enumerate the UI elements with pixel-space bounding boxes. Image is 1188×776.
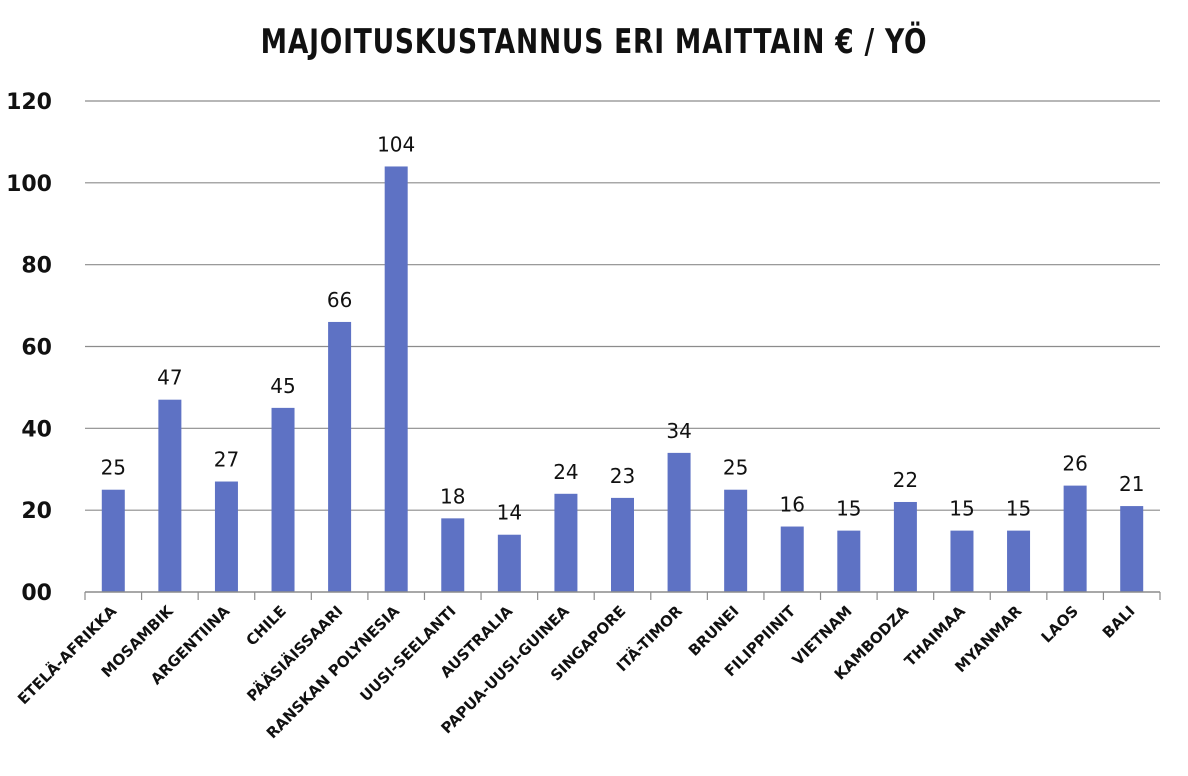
x-tick-label: ETELÄ-AFRIKKA xyxy=(13,601,120,708)
data-labels: 25 47 27 45 66 104 18 14 24 23 34 25 16 15 22 15 15 26 21 xyxy=(101,132,1145,524)
x-tick-label: CHILE xyxy=(243,602,290,649)
chart-title: MAJOITUSKUSTANNUS ERI MAITTAIN € / YÖ xyxy=(260,22,928,62)
data-label: 15 xyxy=(949,497,974,521)
data-label: 27 xyxy=(214,448,239,472)
y-tick-label: 60 xyxy=(21,336,52,361)
bar xyxy=(384,166,408,592)
bar xyxy=(780,526,804,592)
x-tick-label: BALI xyxy=(1099,602,1139,642)
bar xyxy=(497,534,521,592)
data-label: 26 xyxy=(1062,452,1087,476)
x-tick-label: PÄÄSIÄISSAARI xyxy=(243,601,347,705)
bar xyxy=(271,407,295,592)
data-label: 21 xyxy=(1119,472,1144,496)
gridlines xyxy=(85,100,1160,511)
bar xyxy=(328,321,352,592)
y-tick-label: 120 xyxy=(6,90,52,115)
data-label: 14 xyxy=(497,501,522,525)
bars xyxy=(101,166,1144,592)
data-label: 66 xyxy=(327,288,352,312)
bar xyxy=(214,481,238,592)
data-label: 15 xyxy=(836,497,861,521)
bar xyxy=(158,399,182,592)
bar xyxy=(837,530,861,592)
data-label: 34 xyxy=(666,419,691,443)
bar xyxy=(611,497,634,592)
data-label: 45 xyxy=(270,374,295,398)
data-label: 25 xyxy=(723,456,748,480)
x-tick-label: LAOS xyxy=(1038,602,1082,646)
y-tick-label: 100 xyxy=(6,172,52,197)
bar xyxy=(1063,485,1087,592)
bar xyxy=(1120,506,1144,592)
data-label: 22 xyxy=(893,468,918,492)
bar xyxy=(893,501,917,592)
y-tick-label: 20 xyxy=(21,499,52,524)
y-tick-label: 40 xyxy=(21,417,52,442)
y-tick-label: 00 xyxy=(21,581,52,606)
bar xyxy=(1007,530,1031,592)
data-label: 15 xyxy=(1006,497,1031,521)
y-axis-ticks: 00 20 40 60 80 100 120 xyxy=(6,90,52,606)
bar xyxy=(724,489,748,592)
data-label: 47 xyxy=(157,366,182,390)
bar xyxy=(441,518,465,592)
bar xyxy=(101,489,125,592)
bar xyxy=(554,493,578,592)
data-label: 16 xyxy=(780,493,805,517)
data-label: 25 xyxy=(101,456,126,480)
data-label: 24 xyxy=(553,460,578,484)
y-tick-label: 80 xyxy=(21,254,52,279)
data-label: 104 xyxy=(377,132,415,156)
data-label: 18 xyxy=(440,484,465,508)
data-label: 23 xyxy=(610,464,635,488)
bar xyxy=(667,452,691,592)
x-tick-label: UUSI-SEELANTI xyxy=(356,602,459,705)
x-tick-label: BRUNEI xyxy=(685,602,743,660)
x-axis xyxy=(84,591,1161,600)
bar xyxy=(950,530,974,592)
